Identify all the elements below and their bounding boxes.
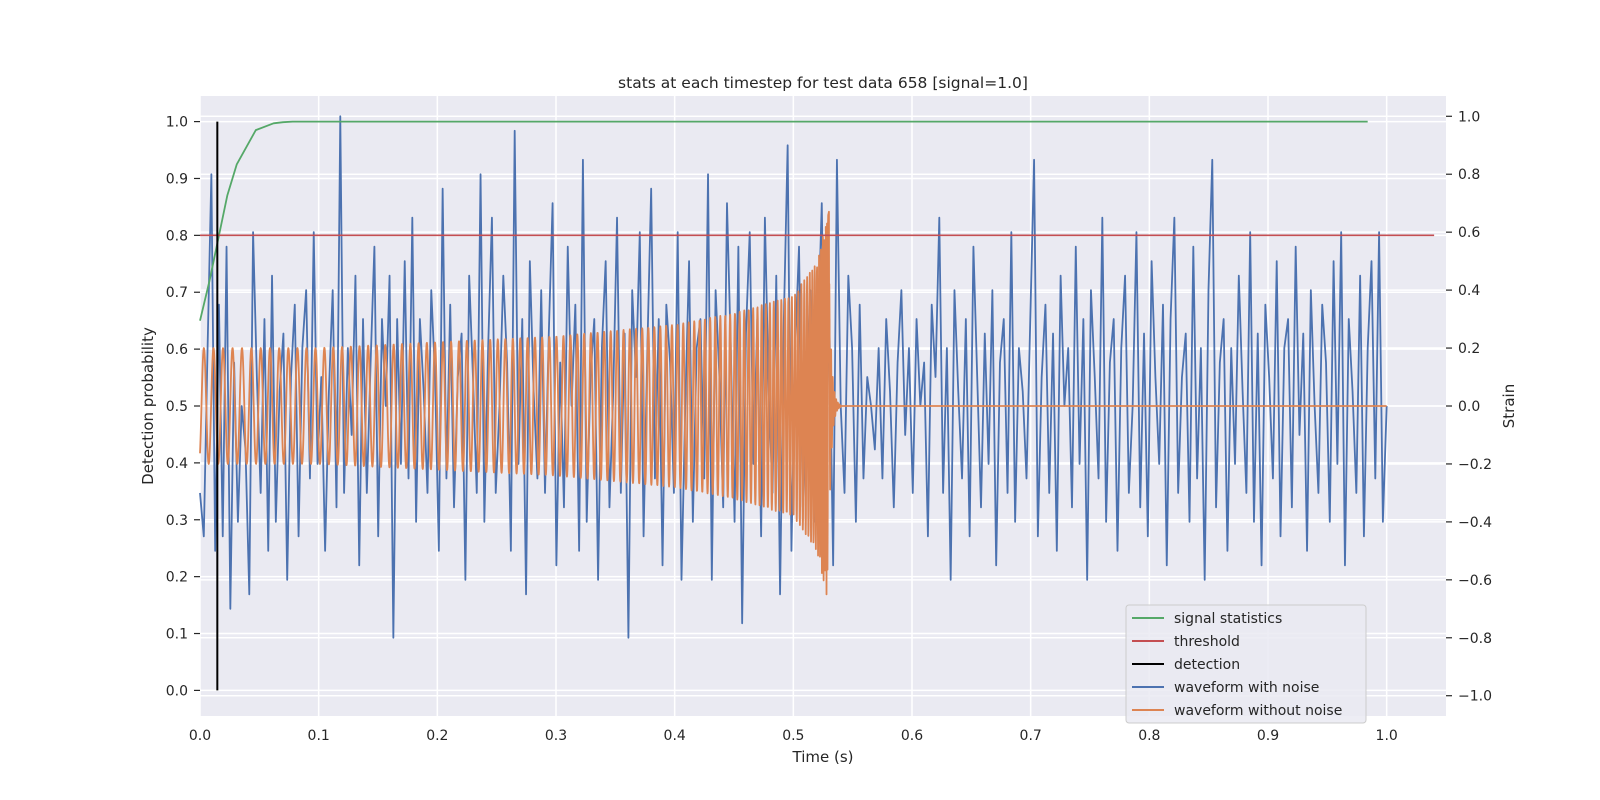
x-tick-label: 0.9	[1257, 728, 1279, 744]
y-axis-label: Detection probability	[139, 327, 157, 485]
y-tick-label: 0.9	[166, 171, 188, 187]
y-tick-label: 0.4	[166, 456, 188, 472]
y2-tick-label: 1.0	[1458, 109, 1480, 125]
y-tick-label: 0.5	[166, 399, 188, 415]
legend-label: detection	[1174, 657, 1240, 673]
legend: signal statistics threshold detection wavef…	[1125, 604, 1367, 724]
y-tick-label: 1.0	[166, 115, 188, 131]
y2-axis-label: Strain	[1500, 384, 1518, 428]
x-tick-label: 0.3	[545, 728, 567, 744]
x-tick-label: 0.5	[782, 728, 804, 744]
series-layer	[199, 115, 1435, 691]
y2-tick-label: −1.0	[1458, 689, 1492, 705]
series-signal-statistics	[199, 120, 1368, 321]
series-waveform-without-noise	[199, 210, 1387, 596]
y-tick-label: 0.6	[166, 342, 188, 358]
y2-tick-label: 0.6	[1458, 225, 1480, 241]
x-tick-label: 0.6	[901, 728, 923, 744]
x-axis-label: Time (s)	[792, 748, 854, 766]
legend-label: waveform without noise	[1174, 703, 1342, 719]
y2-tick-label: 0.8	[1458, 167, 1480, 183]
y-tick-label: 0.7	[166, 285, 188, 301]
x-tick-label: 0.4	[664, 728, 686, 744]
y2-tick-label: −0.4	[1458, 515, 1492, 531]
y-tick-label: 0.3	[166, 513, 188, 529]
y2-tick-label: 0.2	[1458, 341, 1480, 357]
y2-tick-label: 0.0	[1458, 399, 1480, 415]
x-tick-label: 0.7	[1020, 728, 1042, 744]
ticks: 0.0 0.1 0.2 0.3 0.4 0.5 0.6 0.7 0.8 0.9 1.0 0.0 0.1 0…	[166, 109, 1492, 744]
y-tick-label: 0.8	[166, 228, 188, 244]
legend-label: signal statistics	[1174, 611, 1282, 627]
y-tick-label: 0.1	[166, 627, 188, 643]
chart-title: stats at each timestep for test data 658…	[618, 74, 1028, 92]
y2-tick-label: −0.8	[1458, 631, 1492, 647]
x-tick-label: 1.0	[1376, 728, 1398, 744]
y-tick-label: 0.0	[166, 683, 188, 699]
x-tick-label: 0.1	[308, 728, 330, 744]
legend-box	[1125, 604, 1367, 724]
y2-tick-label: −0.6	[1458, 573, 1492, 589]
legend-label: threshold	[1174, 634, 1240, 650]
y2-tick-label: −0.2	[1458, 457, 1492, 473]
y-tick-label: 0.2	[166, 570, 188, 586]
legend-label: waveform with noise	[1174, 680, 1319, 696]
x-tick-label: 0.0	[189, 728, 211, 744]
y2-tick-label: 0.4	[1458, 283, 1480, 299]
x-tick-label: 0.2	[426, 728, 448, 744]
x-tick-label: 0.8	[1138, 728, 1160, 744]
